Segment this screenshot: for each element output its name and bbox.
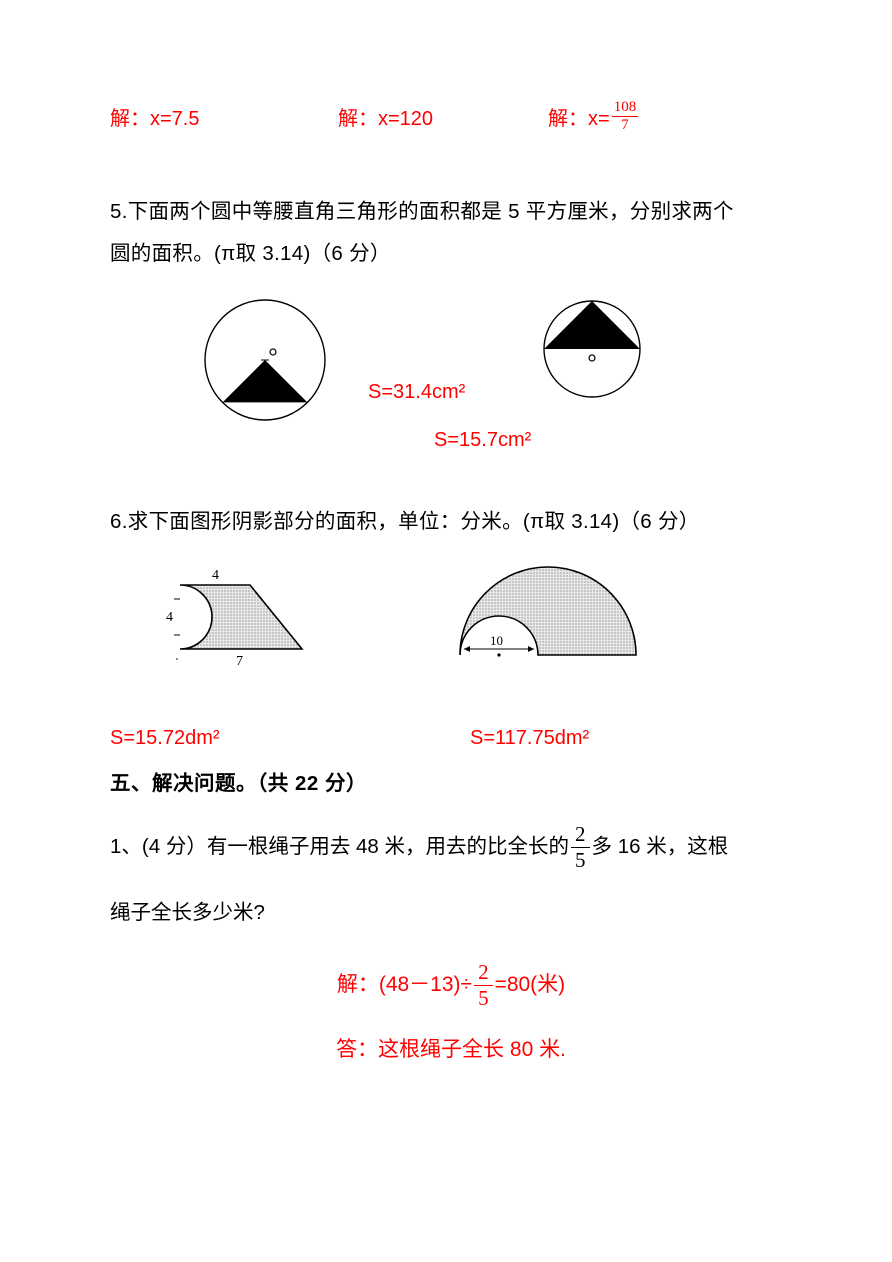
q5-line1: 5.下面两个圆中等腰直角三角形的面积都是 5 平方厘米，分别求两个	[110, 191, 792, 233]
q5-1-answer: 答：这根绳子全长 80 米.	[110, 1033, 792, 1063]
answer-x3: 解：x= 108 7	[548, 100, 640, 133]
q6-text: 6.求下面图形阴影部分的面积，单位：分米。(π取 3.14)（6 分）	[110, 501, 792, 543]
answer-x1: 解：x=7.5	[110, 102, 338, 131]
q5-1-solution: 解：(48－13)÷ 2 5 =80(米)	[110, 962, 792, 1009]
q6-fig1-bottom-label: 7	[236, 654, 243, 669]
q6-figures: 4 4 7 10	[110, 557, 792, 677]
q5-figures: S=31.4cm² S=15.7cm²	[110, 289, 792, 459]
q5-1-sol-prefix: 解：(48－13)÷	[337, 973, 472, 996]
section5-title: 五、解决问题。（共 22 分）	[110, 766, 792, 796]
q5-line2: 圆的面积。(π取 3.14)（6 分）	[110, 233, 792, 275]
answer-x3-fraction: 108 7	[612, 100, 639, 133]
q6-answer1: S=15.72dm²	[110, 727, 470, 750]
q5-fig1	[190, 285, 340, 435]
q5-answer2: S=15.7cm²	[434, 429, 531, 452]
q5-fig2	[532, 289, 652, 409]
q5-text: 5.下面两个圆中等腰直角三角形的面积都是 5 平方厘米，分别求两个 圆的面积。(…	[110, 191, 792, 275]
q5-1-sol-suffix: =80(米)	[495, 973, 566, 996]
q6-fig1-left-label: 4	[166, 610, 173, 625]
q6-fig1-top-label: 4	[212, 568, 219, 583]
q5-answer1: S=31.4cm²	[368, 381, 465, 404]
answer-x3-prefix: 解：x=	[548, 102, 610, 131]
q5-1-fraction: 2 5	[571, 824, 590, 871]
q6-fig2-label: 10	[490, 633, 503, 648]
q5-1-prefix: 1、(4 分）有一根绳子用去 48 米，用去的比全长的	[110, 835, 569, 858]
q5-1-middle: 多 16 米，这根	[592, 835, 729, 858]
q5-1-text: 1、(4 分）有一根绳子用去 48 米，用去的比全长的 2 5 多 16 米，这…	[110, 824, 792, 934]
equation-answers-row: 解：x=7.5 解：x=120 解：x= 108 7	[110, 100, 792, 133]
q6-answers: S=15.72dm² S=117.75dm²	[110, 727, 792, 750]
q6-answer2: S=117.75dm²	[470, 727, 589, 750]
q6-fig2: 10	[440, 557, 660, 677]
answer-x2: 解：x=120	[338, 102, 548, 131]
q5-1-sol-fraction: 2 5	[474, 962, 493, 1009]
q5-1-line2: 绳子全长多少米?	[110, 891, 792, 934]
q6-fig1: 4 4 7	[140, 557, 330, 677]
